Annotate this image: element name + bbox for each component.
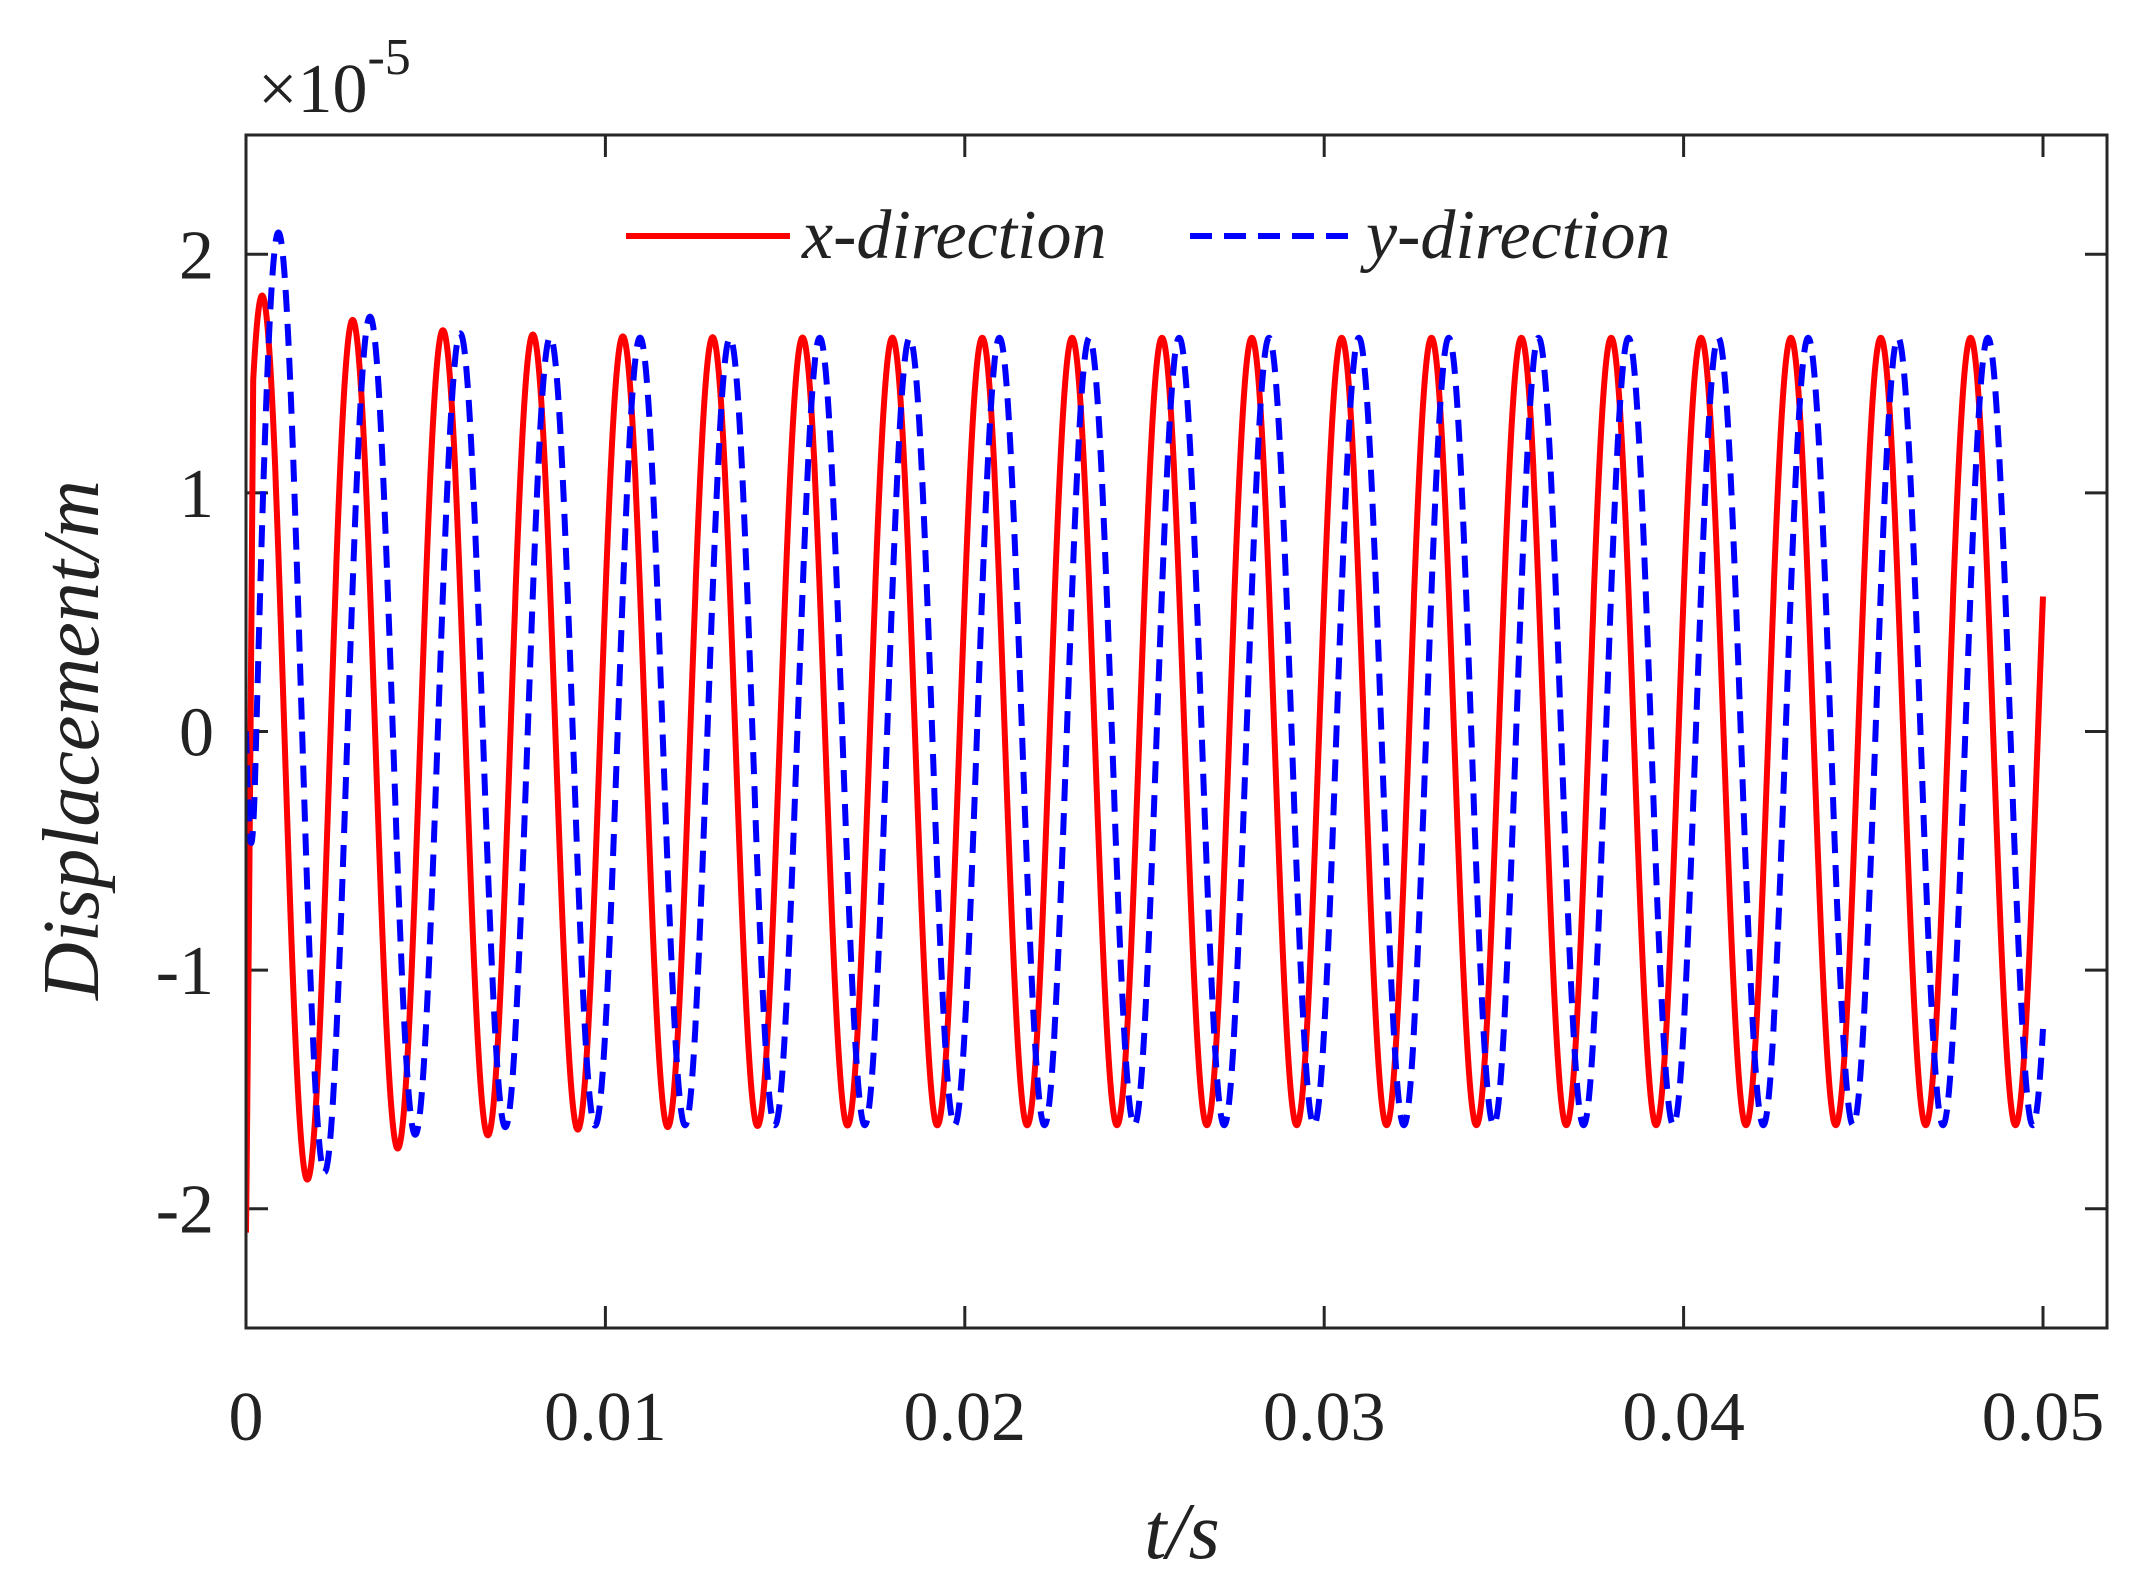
x-tick-label: 0.02 [904, 1379, 1027, 1456]
y-multiplier-exponent: -5 [367, 29, 410, 86]
y-tick-label: 0 [179, 695, 214, 772]
x-tick-label: 0.03 [1263, 1379, 1386, 1456]
plot-area [246, 229, 2046, 1233]
plot-frame [244, 133, 2109, 1330]
x-tick-label: 0.04 [1622, 1379, 1745, 1456]
legend-label-y-direction: y-direction [1360, 197, 1671, 274]
y-axis-ticks: -2 -1 0 1 2 [156, 217, 2107, 1249]
y-tick-label: -1 [156, 933, 214, 1010]
x-tick-label: 0.01 [544, 1379, 667, 1456]
x-axis-ticks: 0 0.01 0.02 0.03 0.04 0.05 [229, 135, 2105, 1456]
y-multiplier-prefix: ×10 [258, 51, 367, 128]
series-line-y-direction [246, 229, 2046, 1176]
y-tick-label: 1 [179, 456, 214, 533]
legend: x-direction y-direction [626, 197, 1671, 274]
x-tick-label: 0 [229, 1379, 264, 1456]
x-axis-title: t/s [1144, 1488, 1220, 1576]
y-axis-title: Displacement/m [28, 480, 116, 1001]
y-tick-label: -2 [156, 1172, 214, 1249]
legend-label-x-direction: x-direction [801, 197, 1107, 274]
x-tick-label: 0.05 [1982, 1379, 2105, 1456]
y-multiplier-label: ×10-5 [258, 29, 411, 128]
series-line-x-direction [246, 292, 2046, 1233]
y-tick-label: 2 [179, 217, 214, 294]
